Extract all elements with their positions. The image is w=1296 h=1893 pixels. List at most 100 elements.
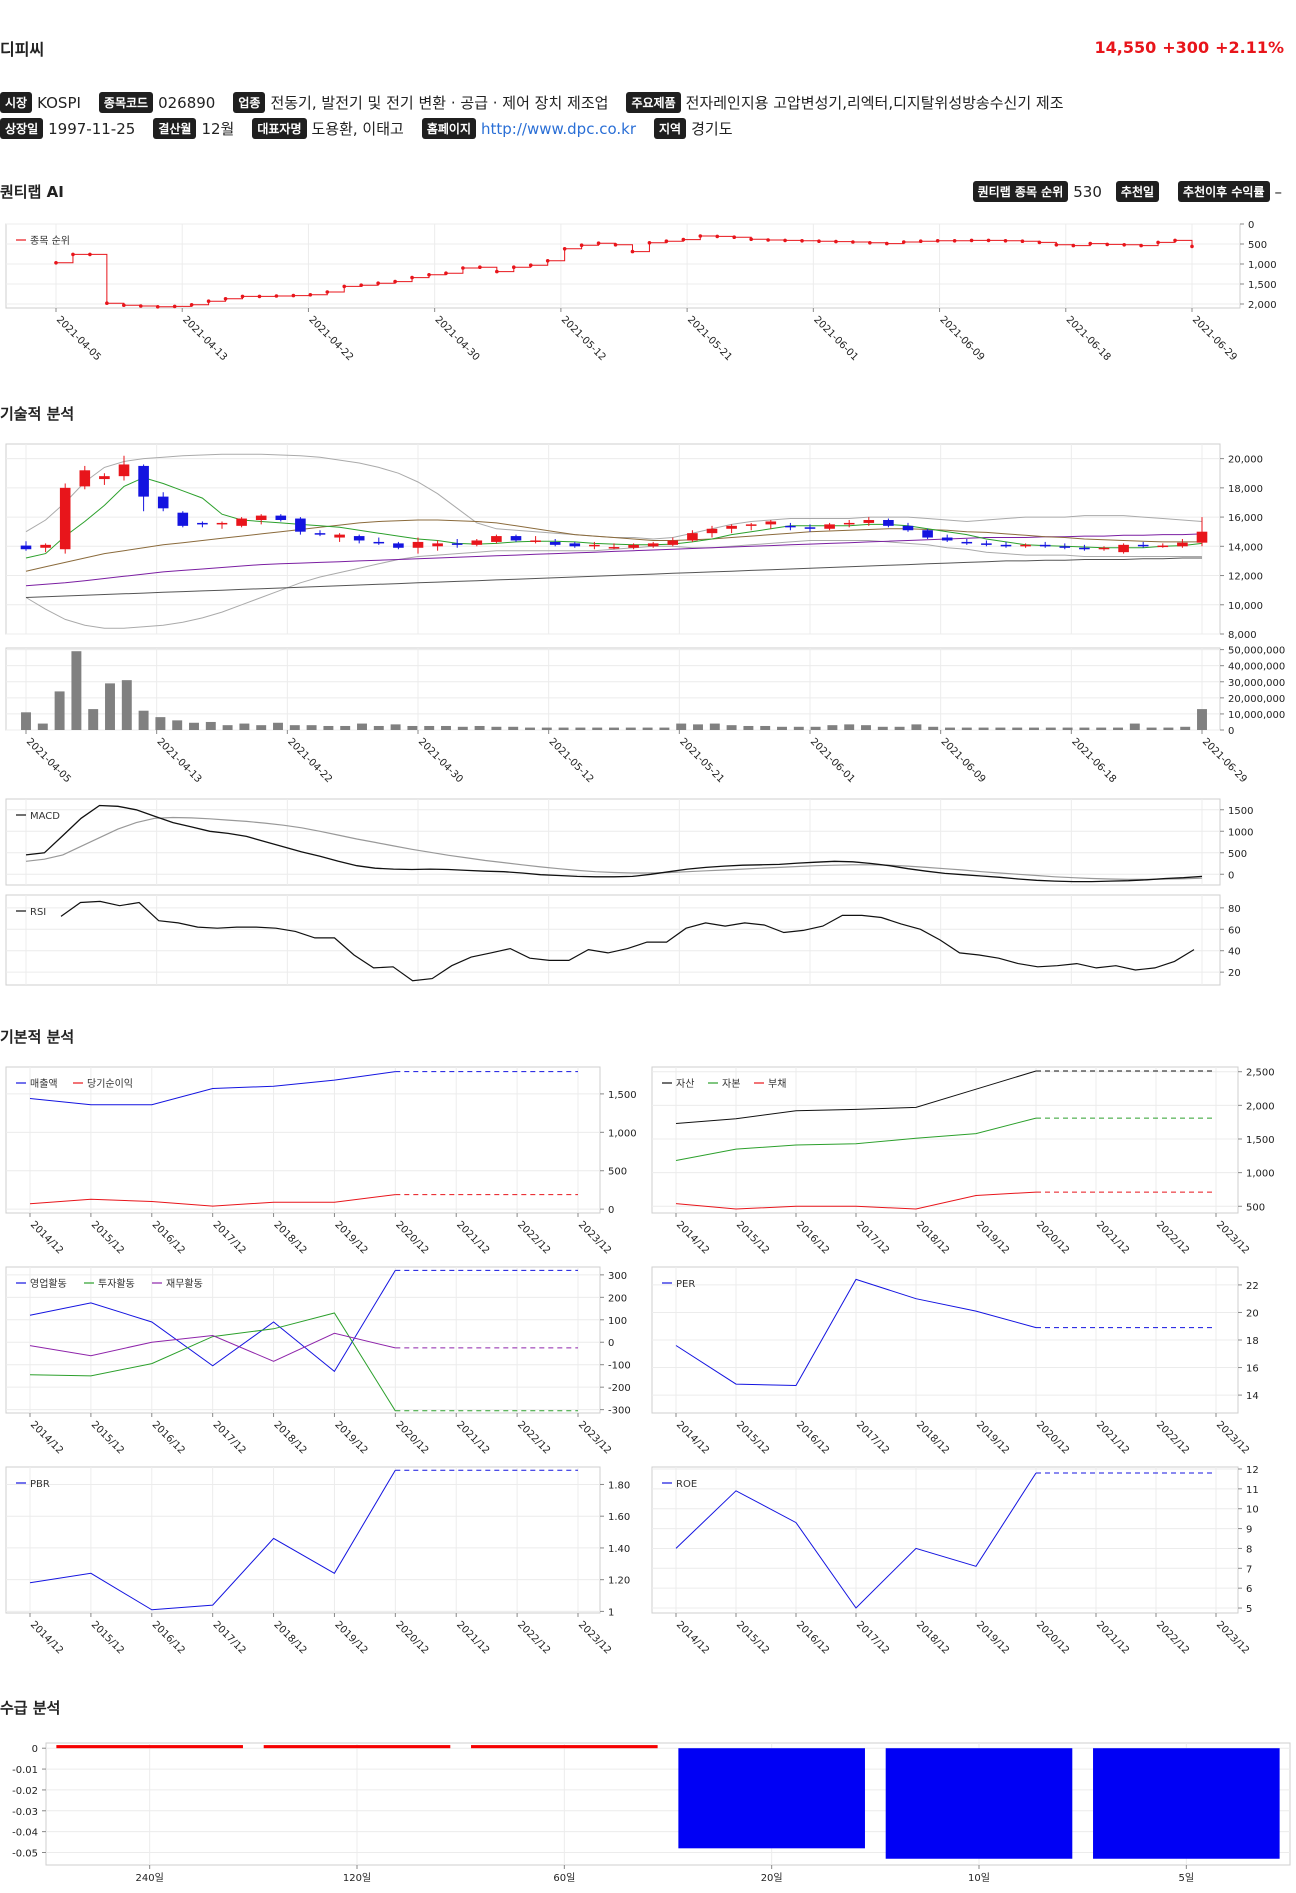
x-tick-label: 2022/12: [515, 1619, 552, 1656]
volume-bar: [642, 727, 653, 730]
x-tick-label: 2016/12: [150, 1619, 187, 1656]
x-tick-label: 2014/12: [674, 1419, 711, 1456]
y-tick-label: -0.02: [12, 1786, 38, 1797]
rank-point: [122, 303, 126, 307]
rank-point: [1156, 240, 1160, 245]
rank-point: [444, 271, 448, 275]
candle-body: [432, 543, 443, 547]
volume-bar: [121, 680, 132, 730]
rank-chart: 0 500 1,000 1,500 2,000 2021-04-05 2021-04-13 2…: [5, 220, 1277, 363]
plot-frame: [5, 894, 1221, 986]
volume-bar: [256, 725, 267, 730]
rank-point: [969, 238, 974, 243]
homepage-link[interactable]: http://www.dpc.co.kr: [481, 119, 637, 138]
x-tick-label: 2022/12: [1154, 1219, 1191, 1256]
rank-point: [308, 293, 313, 297]
rank-point: [562, 247, 567, 251]
x-tick-label: 2018/12: [914, 1419, 951, 1456]
y-tick-label: 2,000: [1248, 300, 1277, 311]
volume-bar: [877, 726, 888, 730]
rank-point: [105, 301, 109, 305]
legend-label: 종목 순위: [30, 234, 70, 247]
series-line: [29, 1194, 396, 1207]
candle-body: [569, 543, 581, 547]
y-tick-label: 100: [608, 1316, 627, 1327]
y-tick-label: 14,000: [1228, 542, 1263, 553]
rank-point: [71, 252, 75, 257]
volume-bar: [105, 683, 115, 730]
candle-body: [628, 544, 639, 548]
x-tick-label: 2023/12: [1214, 1619, 1251, 1656]
rank-point: [359, 283, 363, 287]
rank-point: [918, 239, 923, 243]
rank-point: [935, 239, 940, 243]
rank-point: [851, 240, 855, 244]
series-line: [29, 1270, 396, 1373]
rank-point: [1139, 243, 1143, 248]
industry-value: 전동기, 발전기 및 전기 변환 · 공급 · 제어 장치 제조업: [270, 94, 609, 112]
ai-meta: 퀀티랩 종목 순위 530 추천일 추천이후 수익률 –: [972, 181, 1282, 202]
rank-tag: 퀀티랩 종목 순위: [972, 181, 1069, 202]
y-tick-label: -0.05: [12, 1848, 38, 1859]
listing-date-value: 1997-11-25: [48, 119, 136, 138]
volume-bar: [978, 727, 989, 730]
volume-bar: [407, 725, 418, 730]
rank-point: [223, 297, 228, 301]
x-tick-label: 2019/12: [974, 1419, 1011, 1456]
rank-point: [528, 263, 533, 267]
x-tick-label: 2022/12: [1154, 1619, 1191, 1656]
x-tick-label: 2015/12: [89, 1419, 126, 1456]
volume-bar: [575, 727, 586, 730]
rank-point: [325, 290, 330, 294]
volume-bar: [273, 722, 283, 730]
x-tick-label: 2019/12: [332, 1419, 369, 1456]
x-tick-label: 2021/12: [454, 1219, 491, 1256]
candle-body: [393, 543, 404, 548]
code-tag: 종목코드: [98, 92, 154, 113]
candle-body: [157, 496, 169, 509]
rank-point: [138, 304, 143, 308]
volume-bar: [1062, 727, 1073, 730]
rank-point: [766, 238, 770, 242]
info-row-2: 상장일 1997-11-25 결산월 12월 대표자명 도용환, 이태고 홈페이…: [0, 118, 751, 139]
x-tick-label: 2019/12: [332, 1619, 369, 1656]
rank-point: [1122, 243, 1126, 247]
assets-chart: 500 1,000 1,500 2,000 2,500 2014/12 2015/12 201…: [651, 1066, 1275, 1256]
volume-bar: [911, 724, 922, 730]
x-tick-label: 2020/12: [393, 1619, 430, 1656]
roe-chart: 5 6 7 8 9 10 11 12 2014/12 2015/12 2016/12 2017/12 2…: [651, 1465, 1259, 1656]
fiscal-month-value: 12월: [201, 120, 235, 138]
x-tick-label: 2021-06-09: [939, 736, 988, 785]
rank-point: [342, 284, 347, 289]
x-tick-label: 2023/12: [576, 1219, 613, 1256]
rank-point: [1105, 242, 1110, 247]
candle-body: [451, 543, 463, 545]
rank-point: [1071, 243, 1076, 248]
legend-label: PBR: [30, 1479, 50, 1490]
x-tick-label: 2022/12: [515, 1219, 552, 1256]
y-tick-label: 16,000: [1228, 513, 1263, 524]
x-tick-label: 2017/12: [854, 1419, 891, 1456]
y-tick-label: 5: [1246, 1604, 1252, 1615]
rank-point: [461, 266, 465, 270]
products-tag: 주요제품: [626, 92, 681, 113]
x-tick-label: 2021/12: [454, 1619, 491, 1656]
candle-body: [275, 515, 287, 520]
x-tick-label: 2022/12: [1154, 1419, 1191, 1456]
x-tick-label: 2017/12: [854, 1619, 891, 1656]
y-tick-label: 1500: [1228, 806, 1253, 817]
legend-label: 자본: [722, 1078, 740, 1090]
x-tick-label: 2020/12: [1034, 1419, 1071, 1456]
legend-label: 투자활동: [98, 1277, 135, 1290]
rank-point: [630, 249, 635, 254]
x-tick-label: 60일: [553, 1872, 575, 1884]
rank-point: [240, 294, 245, 299]
x-tick-label: 2014/12: [674, 1219, 711, 1256]
candle-body: [1079, 547, 1090, 550]
rank-point: [647, 241, 652, 245]
candle-body: [824, 524, 835, 529]
candle-body: [726, 525, 737, 529]
per-chart: 14 16 18 20 22 2014/12 2015/12 2016/12 2017/12 20…: [651, 1266, 1259, 1456]
plot-frame: [5, 1466, 601, 1614]
macd-signal-line: [25, 816, 1203, 880]
